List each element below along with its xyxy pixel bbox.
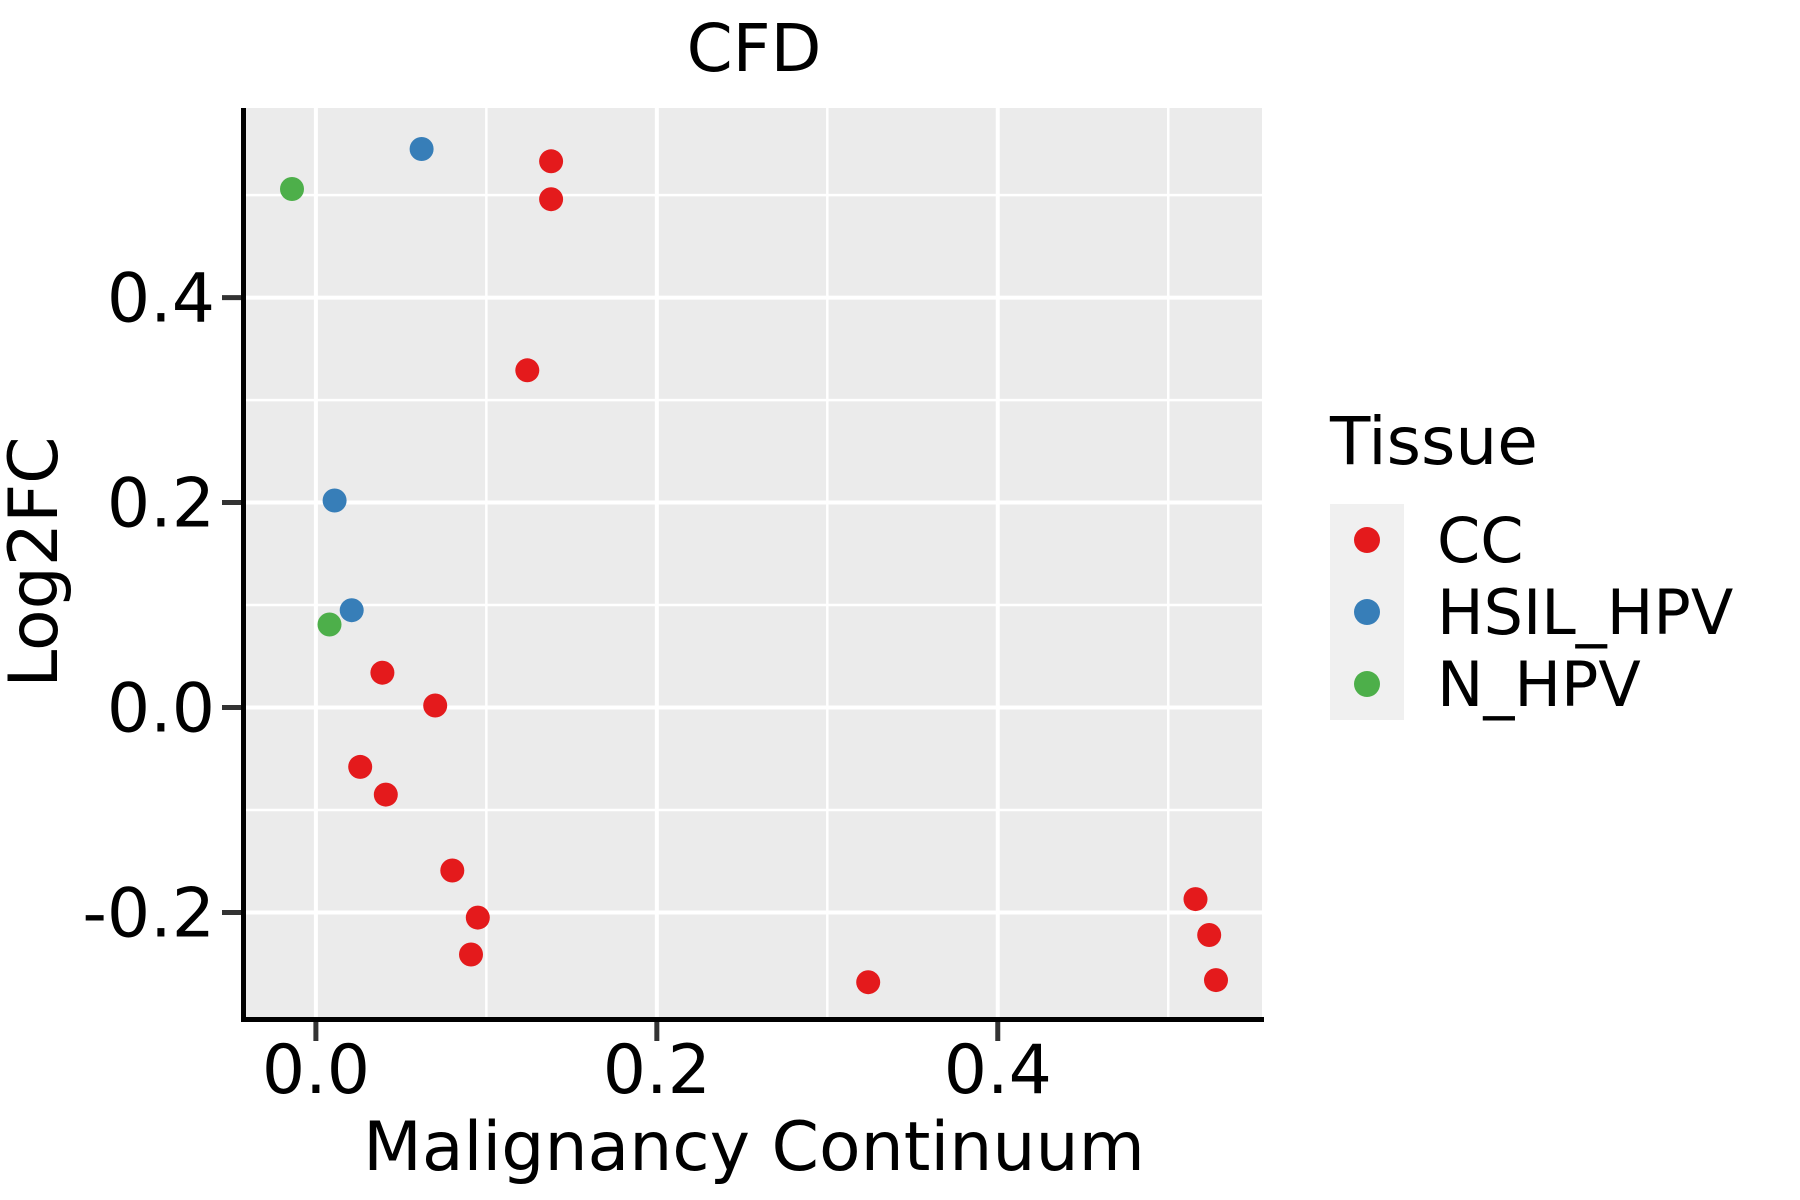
data-point-CC [459,942,483,967]
x-tick-label: 0.0 [262,1031,370,1110]
legend-label-CC: CC [1437,504,1524,577]
data-point-CC [465,905,490,930]
data-point-CC [370,660,395,685]
data-point-HSIL_HPV [322,488,347,513]
data-point-CC [440,858,465,883]
data-point-CC [515,358,540,383]
x-tick-label: 0.4 [944,1031,1052,1110]
y-tick-label: 0.2 [107,465,215,544]
data-point-CC [1197,923,1222,947]
data-point-HSIL_HPV [339,598,364,623]
data-point-CC [423,693,448,718]
legend-title: Tissue [1329,403,1538,480]
data-point-CC [856,970,881,995]
data-point-HSIL_HPV [409,137,434,161]
legend-key-dot-N_HPV [1354,671,1380,697]
data-point-CC [539,187,564,212]
legend-label-N_HPV: N_HPV [1437,648,1641,721]
legend-key-dot-HSIL_HPV [1354,599,1380,625]
data-point-N_HPV [280,177,304,201]
y-tick-label: -0.2 [82,874,215,953]
data-point-CC [373,782,398,807]
data-point-CC [1183,887,1208,912]
plot-title: CFD [687,10,822,87]
plot-panel [246,108,1262,1017]
data-point-N_HPV [317,612,342,637]
y-axis-title: Log2FC [0,436,74,687]
x-axis-title: Malignancy Continuum [363,1108,1145,1187]
legend-key-dot-CC [1354,527,1380,553]
data-point-CC [1204,968,1228,993]
data-point-CC [539,149,564,174]
data-point-CC [348,754,373,779]
y-tick-label: 0.4 [107,260,215,339]
x-tick-label: 0.2 [603,1031,711,1110]
y-tick-label: 0.0 [107,670,215,749]
legend-label-HSIL_HPV: HSIL_HPV [1437,576,1733,649]
